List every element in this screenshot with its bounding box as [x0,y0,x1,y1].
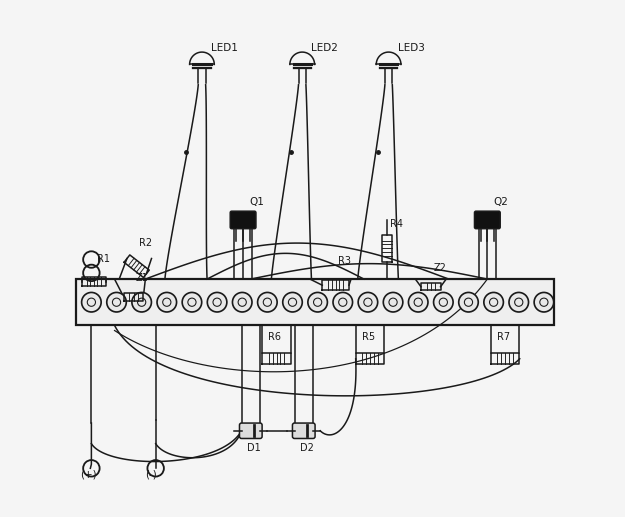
Text: Z1: Z1 [136,273,149,283]
Circle shape [258,293,277,312]
Circle shape [157,293,177,312]
Circle shape [308,293,328,312]
Text: R4: R4 [389,219,402,229]
Circle shape [358,293,377,312]
Text: Q1: Q1 [249,196,264,206]
Circle shape [282,293,302,312]
Circle shape [82,293,101,312]
FancyBboxPatch shape [292,423,315,438]
Circle shape [509,293,529,312]
Circle shape [484,293,503,312]
Circle shape [534,293,554,312]
Circle shape [459,293,478,312]
Circle shape [383,293,403,312]
Text: R2: R2 [139,238,152,248]
Text: Q2: Q2 [494,196,508,206]
Text: LED1: LED1 [211,43,238,53]
Text: (+): (+) [80,469,97,479]
Text: R5: R5 [362,332,375,342]
Circle shape [132,293,151,312]
FancyBboxPatch shape [239,423,262,438]
Circle shape [182,293,202,312]
Circle shape [232,293,252,312]
Circle shape [408,293,428,312]
Text: D2: D2 [299,444,314,453]
Text: (-): (-) [146,469,157,479]
Circle shape [107,293,126,312]
Text: R6: R6 [268,332,281,342]
Text: R3: R3 [338,256,351,266]
Text: D1: D1 [247,444,261,453]
Text: Z2: Z2 [433,263,446,272]
Text: LED3: LED3 [398,43,425,53]
Text: R7: R7 [497,332,510,342]
FancyBboxPatch shape [230,211,256,229]
FancyBboxPatch shape [474,211,500,229]
Text: LED2: LED2 [311,43,338,53]
Text: R1: R1 [96,254,109,264]
Circle shape [434,293,453,312]
Circle shape [208,293,227,312]
Circle shape [333,293,352,312]
FancyBboxPatch shape [76,279,554,325]
